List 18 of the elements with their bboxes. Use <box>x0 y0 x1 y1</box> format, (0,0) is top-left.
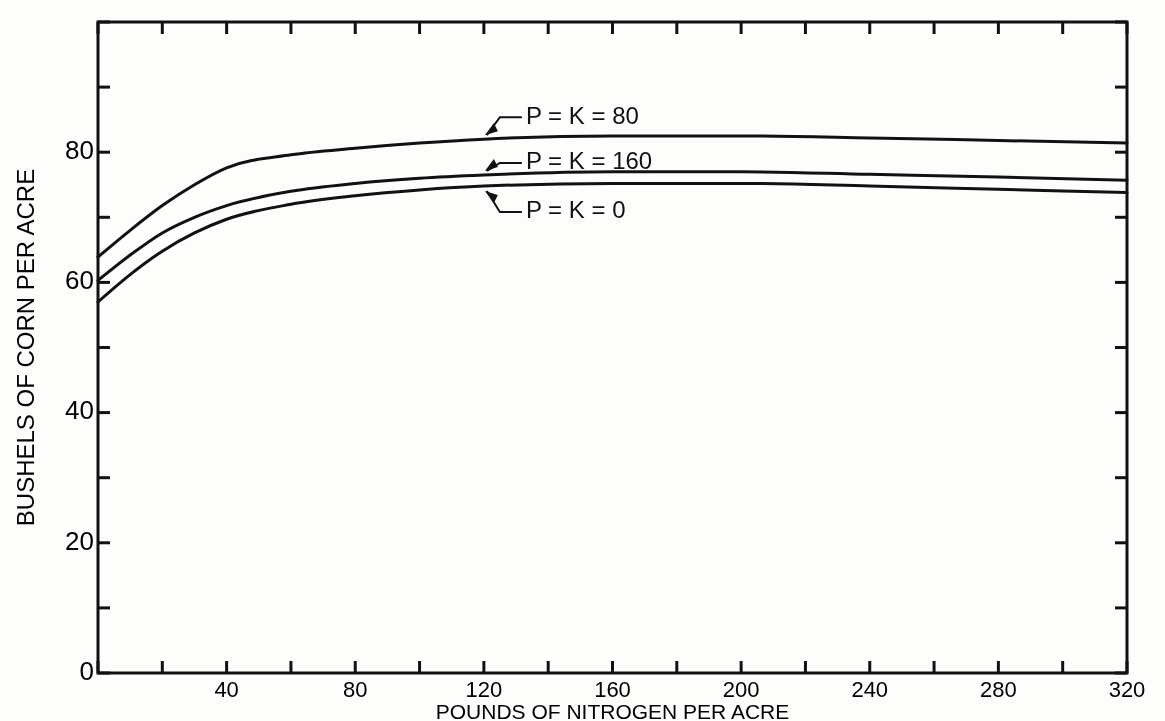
y-tick-label: 20 <box>65 525 94 556</box>
y-tick-label: 0 <box>79 655 94 686</box>
x-tick-label: 200 <box>722 677 760 702</box>
x-tick-label: 160 <box>594 677 631 702</box>
x-tick-label: 80 <box>343 677 368 702</box>
x-tick-label: 240 <box>851 677 889 702</box>
y-tick-label: 80 <box>65 135 94 166</box>
y-axis-title: BUSHELS OF CORN PER ACRE <box>12 168 39 527</box>
legend-label: P = K = 160 <box>525 147 653 175</box>
y-tick-label: 60 <box>65 265 94 296</box>
x-tick-label: 280 <box>980 677 1017 702</box>
x-axis-title: POUNDS OF NITROGEN PER ACRE <box>435 700 790 721</box>
x-tick-label: 40 <box>214 677 239 702</box>
x-tick-label: 120 <box>465 677 503 702</box>
y-tick-label: 40 <box>65 395 94 426</box>
legend-label: P = K = 0 <box>525 196 626 224</box>
legend-label: P = K = 80 <box>525 101 639 129</box>
x-tick-label: 320 <box>1108 677 1146 702</box>
